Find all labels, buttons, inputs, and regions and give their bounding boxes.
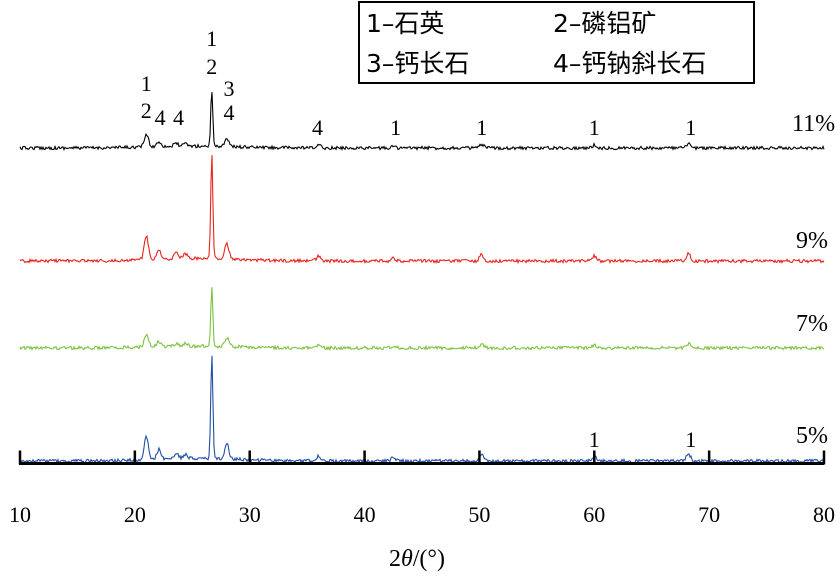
peak-annotation: 4 xyxy=(312,115,323,140)
series-label-11pct: 11% xyxy=(792,111,835,137)
x-tick-label: 20 xyxy=(124,502,146,527)
legend-entry-4: 4–钙钠斜长石 xyxy=(553,49,706,78)
x-tick-label: 40 xyxy=(354,502,376,527)
x-tick-label: 50 xyxy=(468,502,490,527)
legend-box xyxy=(358,1,755,84)
peak-annotation: 2 xyxy=(206,54,217,79)
peak-annotation: 1 xyxy=(390,115,401,140)
series-line-11pct xyxy=(19,92,825,151)
series-label-7pct: 7% xyxy=(796,311,828,337)
peak-annotation: 1 xyxy=(685,115,696,140)
peak-annotation: 1 xyxy=(141,71,152,96)
legend: 1–石英 2–磷铝矿 3–钙长石 4–钙钠斜长石 xyxy=(358,1,755,84)
legend-entry-1: 1–石英 xyxy=(366,9,444,38)
x-tick-label: 30 xyxy=(239,502,261,527)
series-line-7pct xyxy=(19,287,825,352)
peak-annotation: 4 xyxy=(173,105,184,130)
peak-annotation: 2 xyxy=(141,98,152,123)
peak-annotation: 3 xyxy=(224,76,235,101)
peak-annotation: 1 xyxy=(206,26,217,51)
peak-annotation: 1 xyxy=(589,427,600,452)
peak-annotation: 1 xyxy=(589,115,600,140)
peak-annotation: 4 xyxy=(224,100,235,125)
peak-annotation: 4 xyxy=(155,105,166,130)
series-line-5pct xyxy=(19,355,825,464)
series-line-9pct xyxy=(19,155,825,265)
series-label-5pct: 5% xyxy=(796,423,828,449)
x-tick-label: 80 xyxy=(813,502,835,527)
legend-entry-3: 3–钙长石 xyxy=(366,49,469,78)
x-tick-label: 70 xyxy=(698,502,720,527)
x-axis-label: 2θ/(°) xyxy=(389,546,445,572)
series-label-9pct: 9% xyxy=(796,228,828,254)
peak-annotation: 1 xyxy=(476,115,487,140)
x-tick-label: 10 xyxy=(9,502,31,527)
legend-entry-2: 2–磷铝矿 xyxy=(553,9,656,38)
peak-annotation: 1 xyxy=(685,427,696,452)
x-tick-label: 60 xyxy=(583,502,605,527)
